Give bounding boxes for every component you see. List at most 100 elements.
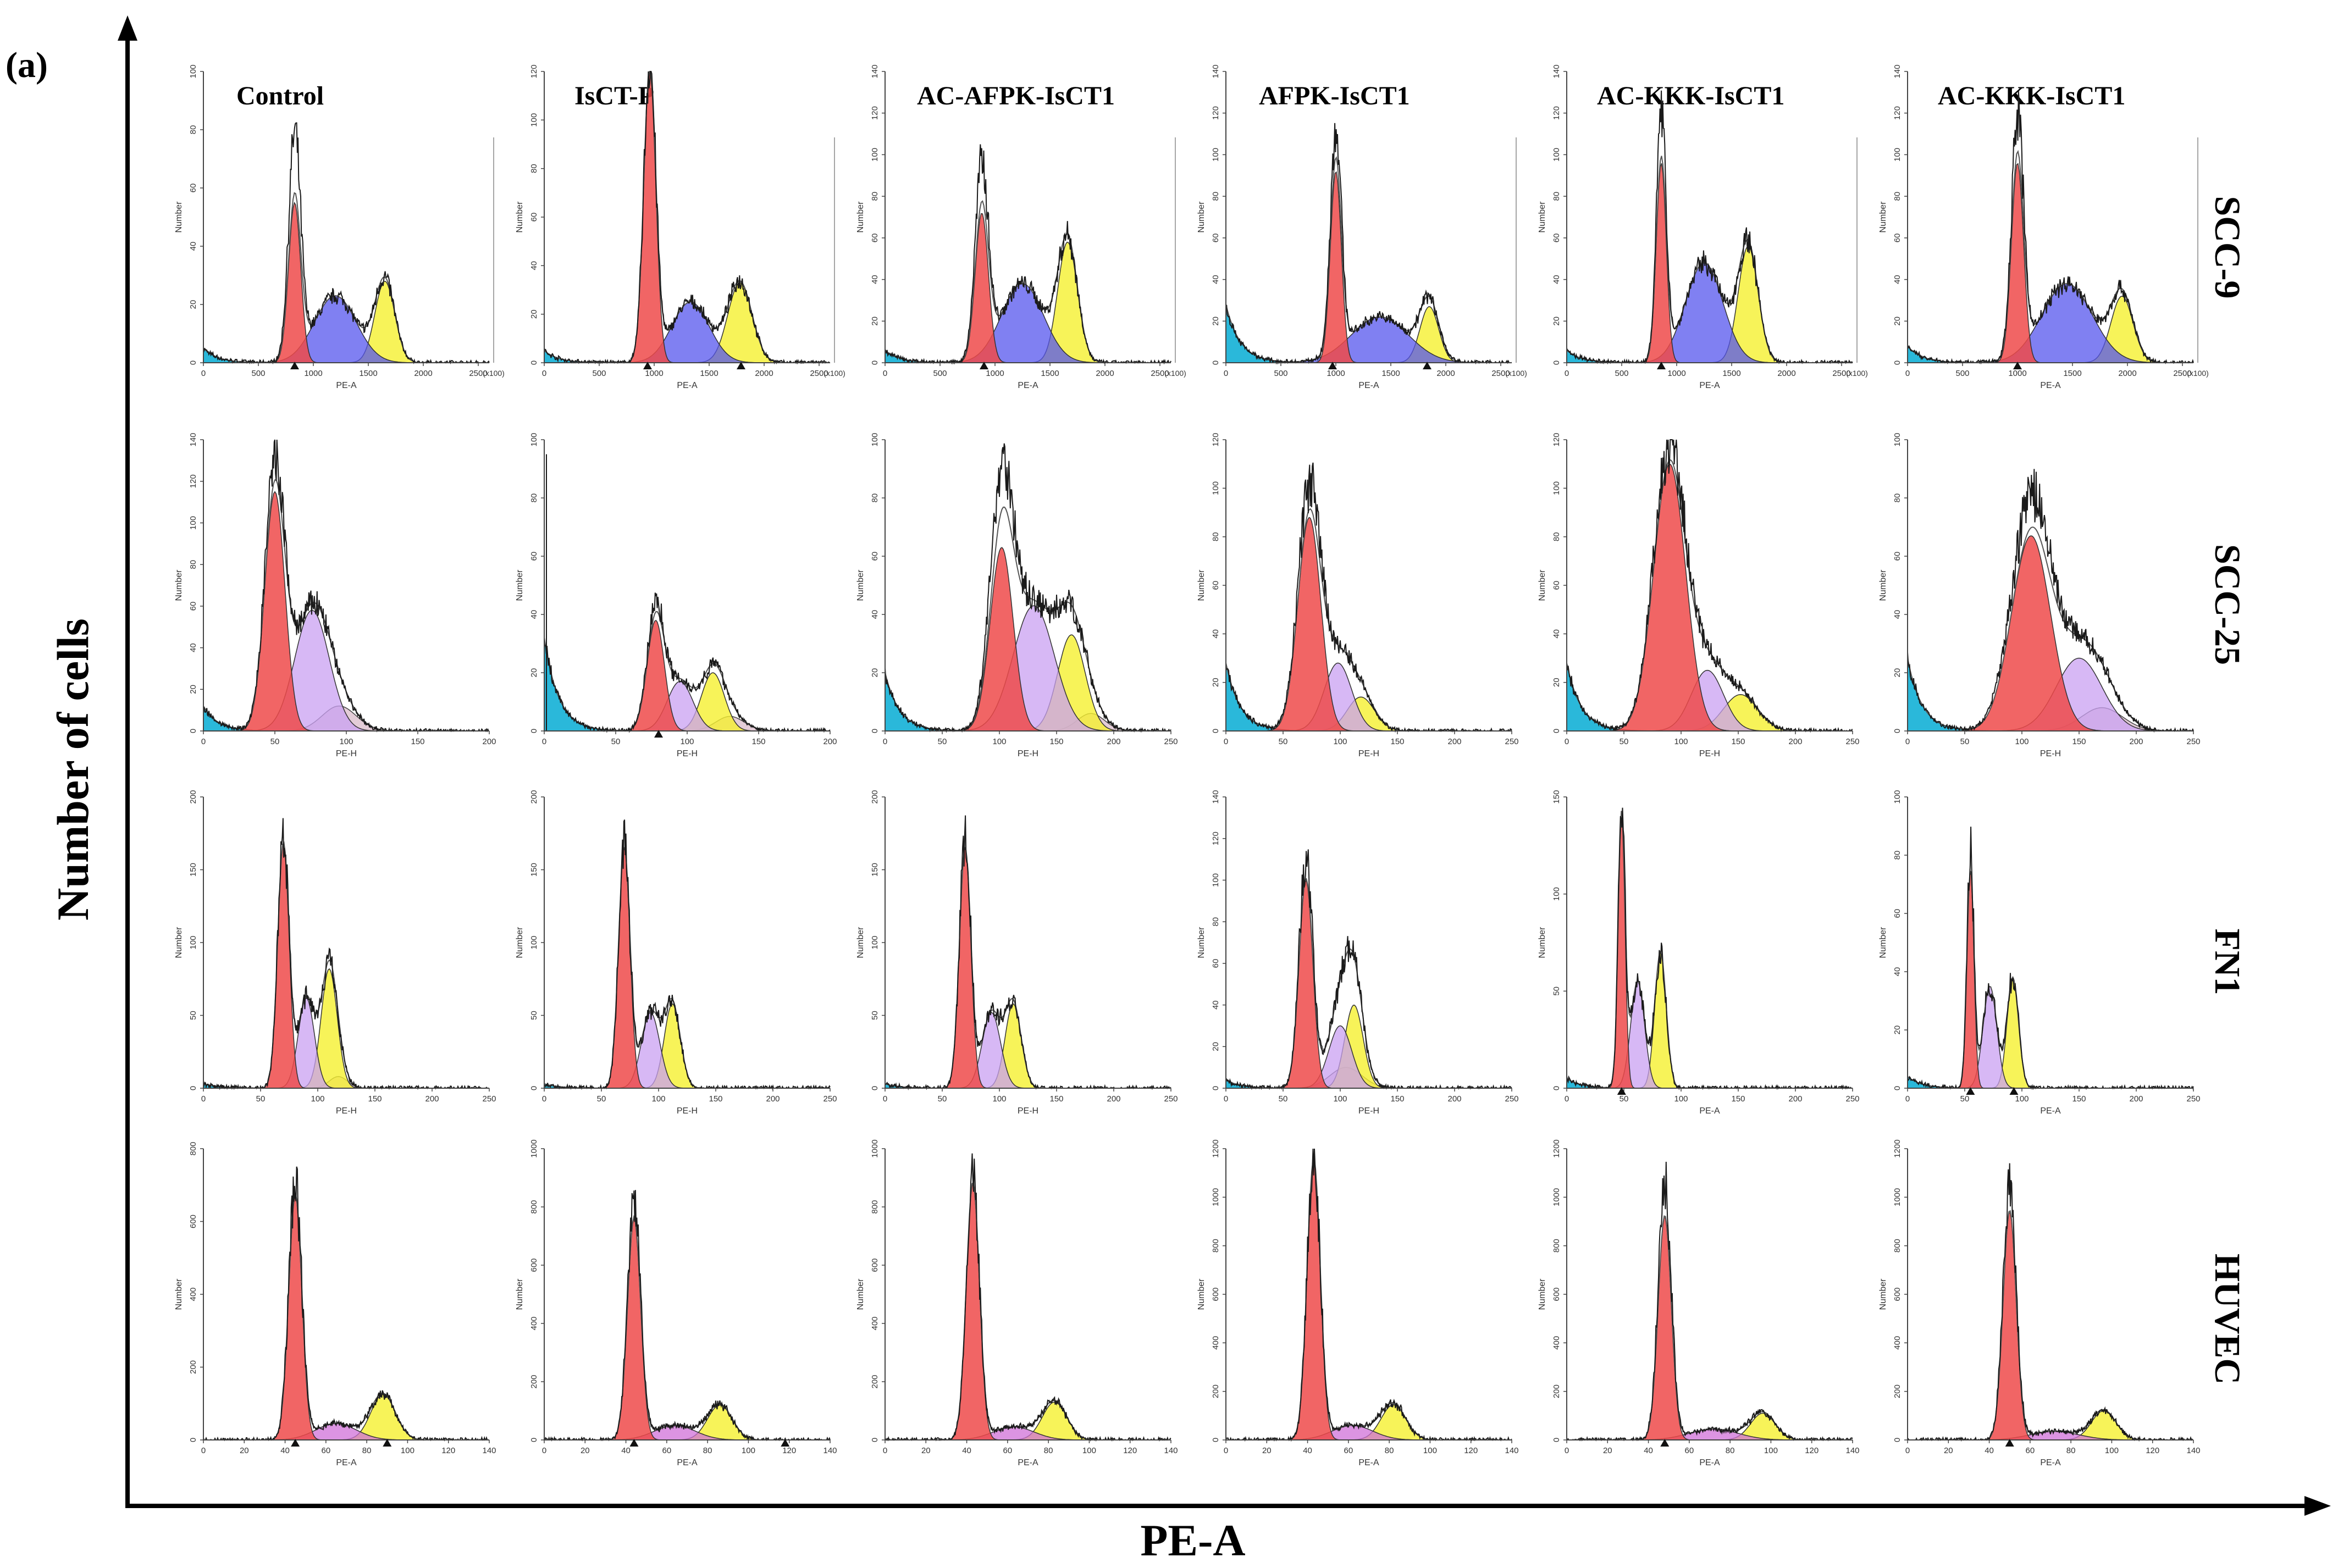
y-tick-label: 140 (189, 433, 198, 446)
x-tick-label: 200 (482, 737, 496, 746)
y-tick-label: 20 (1552, 678, 1561, 687)
x-tick-label: 250 (1505, 737, 1518, 746)
x-axis-label: PE-A (1358, 1458, 1379, 1467)
histogram-panel: 0 20 40 60 80 100 120 140 0 200 400 600 800 1000 PE-A N… (515, 1139, 837, 1467)
y-tick-label: 20 (870, 317, 880, 326)
y-tick-label: 200 (189, 1360, 198, 1374)
data-outline (544, 819, 831, 1090)
y-tick-label: 400 (529, 1316, 539, 1330)
peak-marker (1966, 1087, 1975, 1095)
x-tick-label: 2500 (1151, 369, 1169, 378)
y-tick-label: 100 (1552, 148, 1561, 162)
y-axis-label: Number (856, 201, 865, 233)
x-tick-label: 0 (883, 369, 887, 378)
y-axis-label: Number (1538, 569, 1547, 601)
y-tick-label: 140 (1893, 64, 1902, 78)
x-axis-label: PE-H (336, 1106, 357, 1116)
x-tick-label: 200 (1788, 737, 1802, 746)
y-tick-label: 1200 (1211, 1139, 1220, 1157)
x-tick-label: 2000 (414, 369, 432, 378)
x-tick-label: 1500 (359, 369, 377, 378)
x-tick-label: 150 (1390, 1094, 1404, 1104)
y-tick-label: 80 (870, 192, 880, 201)
x-tick-label: 60 (2026, 1446, 2035, 1455)
y-tick-label: 200 (870, 1375, 880, 1388)
y-tick-label: 50 (1552, 987, 1561, 996)
y-axis-label: Number (1878, 569, 1888, 601)
x-tick-label: 1000 (986, 369, 1004, 378)
x-tick-label: 1500 (1041, 369, 1059, 378)
x-axis-label: PE-H (1018, 1106, 1038, 1116)
y-tick-label: 0 (1552, 1438, 1561, 1442)
y-tick-label: 0 (189, 1086, 198, 1090)
row-headers: SCC-9 SCC-25 FN1 HUVEC (2207, 196, 2247, 1384)
x-tick-label: 0 (1224, 1094, 1228, 1104)
y-tick-label: 0 (1211, 1438, 1220, 1442)
x-axis-label: PE-A (2040, 1106, 2061, 1116)
x-tick-label: 140 (823, 1446, 837, 1455)
data-outline (885, 443, 1171, 733)
x-tick-label: 2000 (1096, 369, 1114, 378)
y-tick-label: 100 (1552, 481, 1561, 495)
x-tick-label: 0 (1905, 369, 1910, 378)
y-axis-label: Number (1878, 201, 1888, 233)
y-tick-label: 600 (870, 1258, 880, 1272)
row-header: HUVEC (2207, 1254, 2247, 1384)
y-axis-label: Number (856, 927, 865, 958)
y-tick-label: 80 (1211, 192, 1220, 201)
y-tick-label: 60 (1552, 581, 1561, 590)
x-tick-label: 100 (1082, 1446, 1096, 1455)
x-tick-label: 0 (1565, 369, 1569, 378)
x-tick-label: 250 (1505, 1094, 1518, 1104)
x-tick-label: 250 (482, 1094, 496, 1104)
x-tick-label: 100 (742, 1446, 755, 1455)
y-tick-label: 100 (189, 516, 198, 530)
x-tick-label: 0 (1224, 737, 1228, 746)
y-axis-label: Number (1197, 569, 1206, 601)
x-axis-label: PE-A (2040, 381, 2061, 390)
main-y-axis-arrow (118, 15, 137, 41)
y-tick-label: 40 (870, 275, 880, 284)
histogram-panel: 0 50 100 150 200 250 0 20 40 60 80 100 PE-A Number (1878, 790, 2201, 1116)
x-tick-label: 500 (1274, 369, 1287, 378)
x-tick-label: 2000 (755, 369, 773, 378)
y-tick-label: 0 (1211, 361, 1220, 365)
x-axis-unit: (x100) (1846, 369, 1868, 378)
histogram-panel: 0 500 1000 1500 2000 2500 0 20 40 60 80 100 120 PE-A (… (515, 64, 845, 390)
y-axis-label: Number (1538, 927, 1547, 958)
y-tick-label: 40 (529, 610, 539, 619)
x-axis-label: PE-H (1018, 749, 1038, 758)
y-tick-label: 120 (1552, 433, 1561, 446)
x-tick-label: 100 (1423, 1446, 1437, 1455)
x-tick-label: 1500 (2063, 369, 2081, 378)
peak-marker (2009, 1087, 2019, 1095)
y-tick-label: 40 (1211, 275, 1220, 284)
y-tick-label: 120 (189, 474, 198, 488)
histogram-panel: 0 50 100 150 200 250 0 50 100 150 200 PE-H Number (174, 790, 496, 1116)
peak-marker (1617, 1087, 1626, 1095)
x-tick-label: 1500 (1722, 369, 1740, 378)
y-tick-label: 60 (1893, 552, 1902, 561)
column-header: AC-KKK-IsCT1 (1597, 81, 1784, 110)
y-tick-label: 150 (1552, 790, 1561, 804)
column-header: AC-KKK-IsCT1 (1938, 81, 2125, 110)
x-tick-label: 100 (992, 1094, 1006, 1104)
y-tick-label: 60 (1211, 959, 1220, 968)
x-tick-label: 100 (2015, 1094, 2029, 1104)
y-tick-label: 0 (870, 729, 880, 733)
column-header: IsCT-P (574, 81, 654, 110)
data-outline (885, 144, 1171, 365)
y-tick-label: 800 (1211, 1239, 1220, 1253)
x-tick-label: 200 (1107, 737, 1120, 746)
x-tick-label: 50 (938, 1094, 947, 1104)
x-tick-label: 150 (2072, 737, 2086, 746)
y-tick-label: 100 (1211, 148, 1220, 162)
y-tick-label: 400 (1211, 1336, 1220, 1350)
y-tick-label: 80 (1552, 192, 1561, 201)
y-tick-label: 20 (1211, 1042, 1220, 1051)
histogram-panel: 0 50 100 150 200 250 0 50 100 150 200 PE-H Number (515, 790, 837, 1116)
x-tick-label: 40 (962, 1446, 971, 1455)
y-axis-label: Number (1878, 1278, 1888, 1310)
x-axis-label: PE-H (336, 749, 357, 758)
x-tick-label: 100 (2105, 1446, 2119, 1455)
